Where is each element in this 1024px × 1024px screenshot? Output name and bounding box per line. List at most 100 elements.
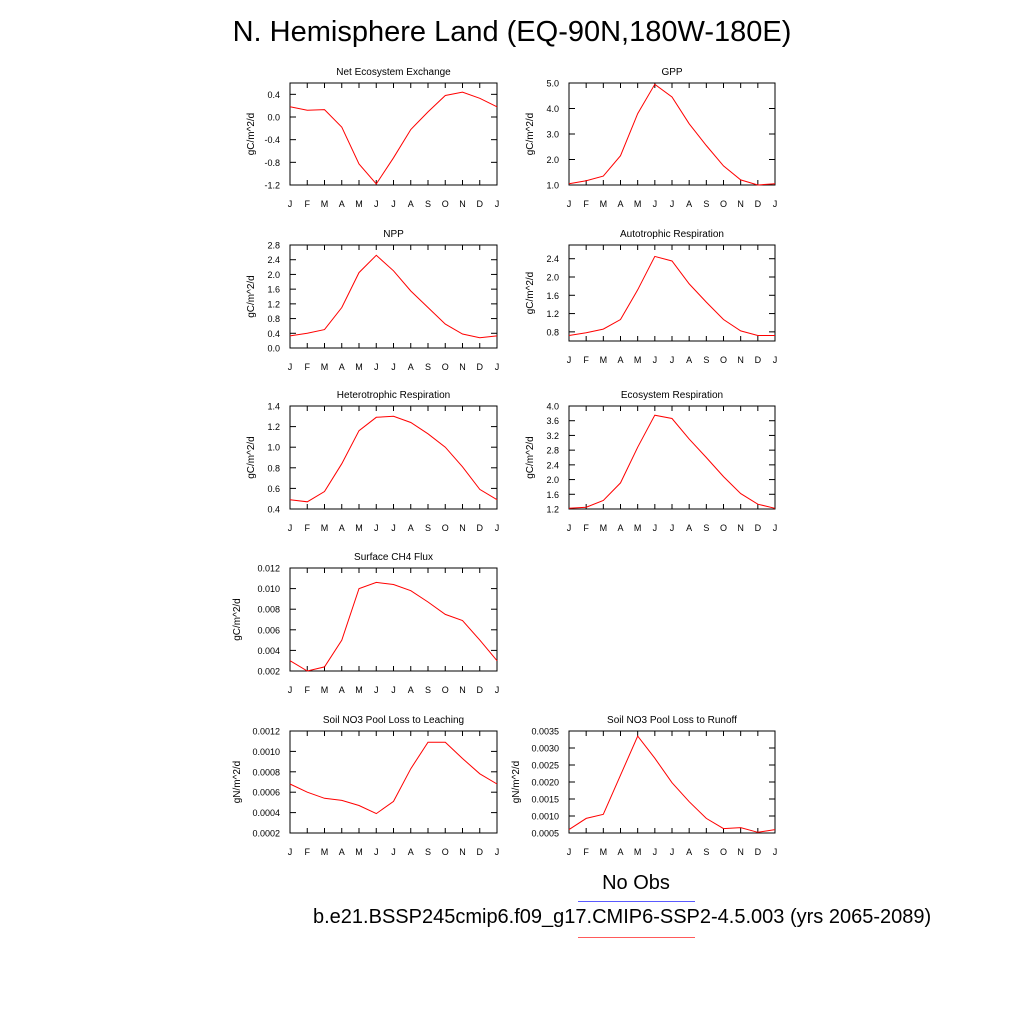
panel-3-xtick-label: N [459, 362, 466, 372]
panel-7-xtick-label: S [425, 685, 431, 695]
panel-3-ytick-label: 2.0 [267, 270, 280, 280]
panel-9-xtick-label: J [567, 847, 572, 857]
panel-3-xtick-label: A [408, 362, 414, 372]
panel-7-ytick-label: 0.006 [257, 625, 280, 635]
panel-9-title: Soil NO3 Pool Loss to Runoff [607, 715, 737, 726]
panel-3-xtick-label: S [425, 362, 431, 372]
panel-4-ytick-label: 0.8 [546, 327, 559, 337]
panel-4-xtick-label: J [773, 355, 778, 365]
panel-2-ytick-label: 5.0 [546, 79, 559, 89]
panel-6-ytick-label: 2.0 [546, 475, 559, 485]
panel-2-xtick-label: A [617, 199, 623, 209]
panel-9-xtick-label: F [583, 847, 589, 857]
panel-4-ylabel: gC/m^2/d [525, 272, 536, 315]
panel-7-xtick-label: J [391, 685, 396, 695]
legend-run-line [578, 937, 695, 938]
panel-7-ytick-label: 0.012 [257, 564, 280, 574]
panel-7-xtick-label: N [459, 685, 466, 695]
panel-2-ytick-label: 3.0 [546, 130, 559, 140]
panel-3-series-line [289, 254, 498, 339]
panel-3-ytick-label: 0.0 [267, 344, 280, 354]
panel-8-title: Soil NO3 Pool Loss to Leaching [323, 715, 464, 726]
panel-1-xtick-label: O [442, 199, 449, 209]
panel-3-ytick-label: 1.6 [267, 285, 280, 295]
panel-7-xtick-label: J [495, 685, 500, 695]
panel-1-xtick-label: J [391, 199, 396, 209]
panel-3-ytick-label: 2.8 [267, 241, 280, 251]
panel-5-ytick-label: 1.4 [267, 402, 280, 412]
panel-7-xtick-label: O [442, 685, 449, 695]
panel-1-title: Net Ecosystem Exchange [336, 67, 451, 78]
panel-7-ytick-label: 0.010 [257, 584, 280, 594]
panel-8-xtick-label: J [495, 847, 500, 857]
panel-8-ytick-label: 0.0002 [252, 829, 280, 839]
panel-2-xtick-label: M [600, 199, 608, 209]
panel-9-xtick-label: J [670, 847, 675, 857]
panel-5-xtick-label: M [321, 523, 329, 533]
panel-6-ytick-label: 3.2 [546, 431, 559, 441]
panel-4-xtick-label: J [567, 355, 572, 365]
panel-6-frame [568, 405, 776, 510]
panel-3-xtick-label: J [374, 362, 379, 372]
panel-6-xtick-label: D [755, 523, 762, 533]
panel-5-ytick-label: 1.2 [267, 422, 280, 432]
panel-3-xtick-label: J [391, 362, 396, 372]
panel-2-xtick-label: J [653, 199, 658, 209]
panel-9-ytick-label: 0.0030 [531, 744, 559, 754]
panel-1-xtick-label: F [305, 199, 311, 209]
panel-3-ytick-label: 2.4 [267, 255, 280, 265]
panel-1-xtick-label: M [355, 199, 363, 209]
panel-5-ytick-label: 0.4 [267, 505, 280, 515]
panel-9-ytick-label: 0.0025 [531, 761, 559, 771]
panel-1-ytick-label: 0.0 [267, 113, 280, 123]
panel-5-title: Heterotrophic Respiration [337, 390, 450, 401]
panel-7-series-line [289, 581, 498, 672]
panel-7-xtick-label: D [477, 685, 484, 695]
panel-1-series-line [289, 91, 498, 185]
panel-6-xtick-label: A [686, 523, 692, 533]
panel-5-ytick-label: 0.8 [267, 463, 280, 473]
panel-6-ytick-label: 1.6 [546, 490, 559, 500]
panel-8-xtick-label: S [425, 847, 431, 857]
panel-2-ytick-label: 2.0 [546, 155, 559, 165]
panel-6-xtick-label: J [567, 523, 572, 533]
panel-9-xtick-label: J [653, 847, 658, 857]
panel-8-xtick-label: F [305, 847, 311, 857]
panel-6-ytick-label: 1.2 [546, 505, 559, 515]
panel-7-title: Surface CH4 Flux [354, 552, 433, 563]
panel-6-xtick-label: O [720, 523, 727, 533]
panel-6-ytick-label: 2.8 [546, 446, 559, 456]
panel-5-xtick-label: A [408, 523, 414, 533]
panel-6-xtick-label: S [703, 523, 709, 533]
panel-8-xtick-label: O [442, 847, 449, 857]
panel-4-ytick-label: 2.4 [546, 254, 559, 264]
panel-8-xtick-label: J [288, 847, 293, 857]
panel-9-series-line [568, 735, 776, 833]
panel-1-xtick-label: A [408, 199, 414, 209]
panel-3-title: NPP [383, 229, 404, 240]
panel-5-xtick-label: J [288, 523, 293, 533]
panel-5-xtick-label: J [391, 523, 396, 533]
panel-3-xtick-label: M [321, 362, 329, 372]
panel-8-ytick-label: 0.0006 [252, 788, 280, 798]
panel-7-xtick-label: J [288, 685, 293, 695]
panel-2-xtick-label: M [634, 199, 642, 209]
panel-8-series-line [289, 741, 498, 815]
panel-7-ytick-label: 0.008 [257, 605, 280, 615]
panel-6-xtick-label: N [737, 523, 744, 533]
panel-5-xtick-label: A [339, 523, 345, 533]
panel-4-xtick-label: A [686, 355, 692, 365]
panel-4-series-line [568, 255, 775, 336]
panel-6-xtick-label: F [583, 523, 589, 533]
panel-8-xtick-label: A [408, 847, 414, 857]
panel-5-xtick-label: F [305, 523, 311, 533]
panel-6-xtick-label: A [617, 523, 623, 533]
panel-1-xtick-label: S [425, 199, 431, 209]
panel-1-ytick-label: 0.4 [267, 90, 280, 100]
panel-1-ytick-label: -1.2 [264, 181, 280, 191]
panel-3-xtick-label: M [355, 362, 363, 372]
panel-3-ylabel: gC/m^2/d [246, 275, 257, 318]
panel-9-xtick-label: N [737, 847, 744, 857]
panel-9-ytick-label: 0.0035 [531, 727, 559, 737]
panel-2-ytick-label: 1.0 [546, 181, 559, 191]
